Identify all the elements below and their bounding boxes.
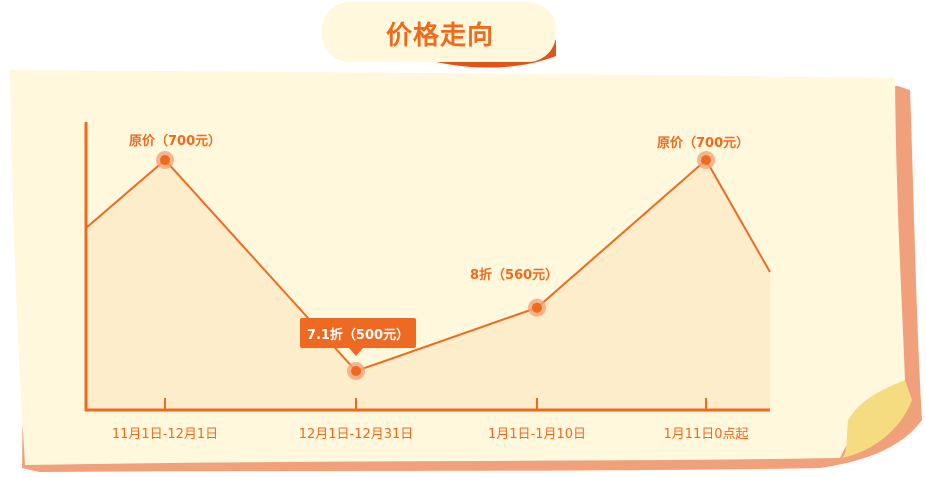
area-fill [86, 160, 770, 410]
x-tick-label: 12月1日-12月31日 [298, 427, 414, 442]
x-tick-label: 1月11日0点起 [663, 427, 749, 442]
x-tick-label: 1月1日-1月10日 [487, 427, 587, 442]
paper-curl [842, 380, 912, 458]
point-label: 8折（560元） [470, 268, 559, 283]
data-point [160, 155, 170, 165]
highlight-price-label: 7.1折（500元） [300, 318, 416, 348]
point-label: 原价（700元） [129, 134, 222, 149]
price-chart [84, 122, 771, 412]
highlight-pointer [349, 348, 363, 356]
page-title: 价格走向 [385, 20, 494, 51]
point-label: 原价（700元） [657, 136, 750, 151]
data-point [351, 366, 361, 376]
series-line [85, 158, 771, 373]
x-tick-label: 11月1日-12月1日 [111, 427, 219, 442]
title-pill [322, 2, 556, 62]
data-point [701, 155, 711, 165]
data-point [532, 302, 542, 313]
